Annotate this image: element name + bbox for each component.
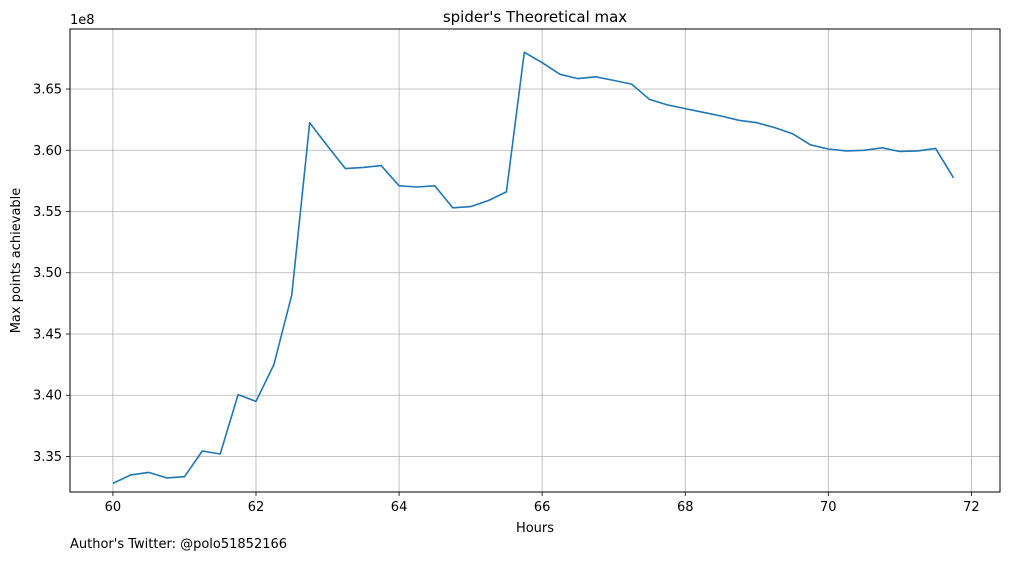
x-tick-label: 72 xyxy=(963,500,980,515)
y-tick-label: 3.45 xyxy=(33,327,62,342)
author-credit: Author's Twitter: @polo51852166 xyxy=(70,537,288,552)
x-tick-label: 62 xyxy=(248,500,265,515)
y-tick-label: 3.60 xyxy=(33,144,62,159)
axis-ticks: 60 62 64 66 68 70 72 3.35 3.40 3.45 3.50 3.55 3.60 3.… xyxy=(33,83,980,515)
series-line xyxy=(112,51,955,485)
x-tick-label: 60 xyxy=(105,500,122,515)
x-axis-label: Hours xyxy=(516,521,554,536)
series-layer xyxy=(112,51,955,485)
x-tick-label: 70 xyxy=(820,500,837,515)
chart-title: spider's Theoretical max xyxy=(443,8,627,26)
grid-lines xyxy=(70,29,1000,492)
y-tick-label: 3.65 xyxy=(33,83,62,98)
y-axis-label: Max points achievable xyxy=(9,188,24,334)
y-tick-label: 3.35 xyxy=(33,450,62,465)
x-tick-label: 68 xyxy=(677,500,694,515)
y-tick-label: 3.50 xyxy=(33,266,62,281)
y-tick-label: 3.55 xyxy=(33,205,62,220)
x-tick-label: 64 xyxy=(391,500,408,515)
y-tick-label: 3.40 xyxy=(33,389,62,404)
x-tick-label: 66 xyxy=(534,500,551,515)
y-scale-multiplier: 1e8 xyxy=(70,13,95,28)
plot-frame xyxy=(69,28,1001,493)
